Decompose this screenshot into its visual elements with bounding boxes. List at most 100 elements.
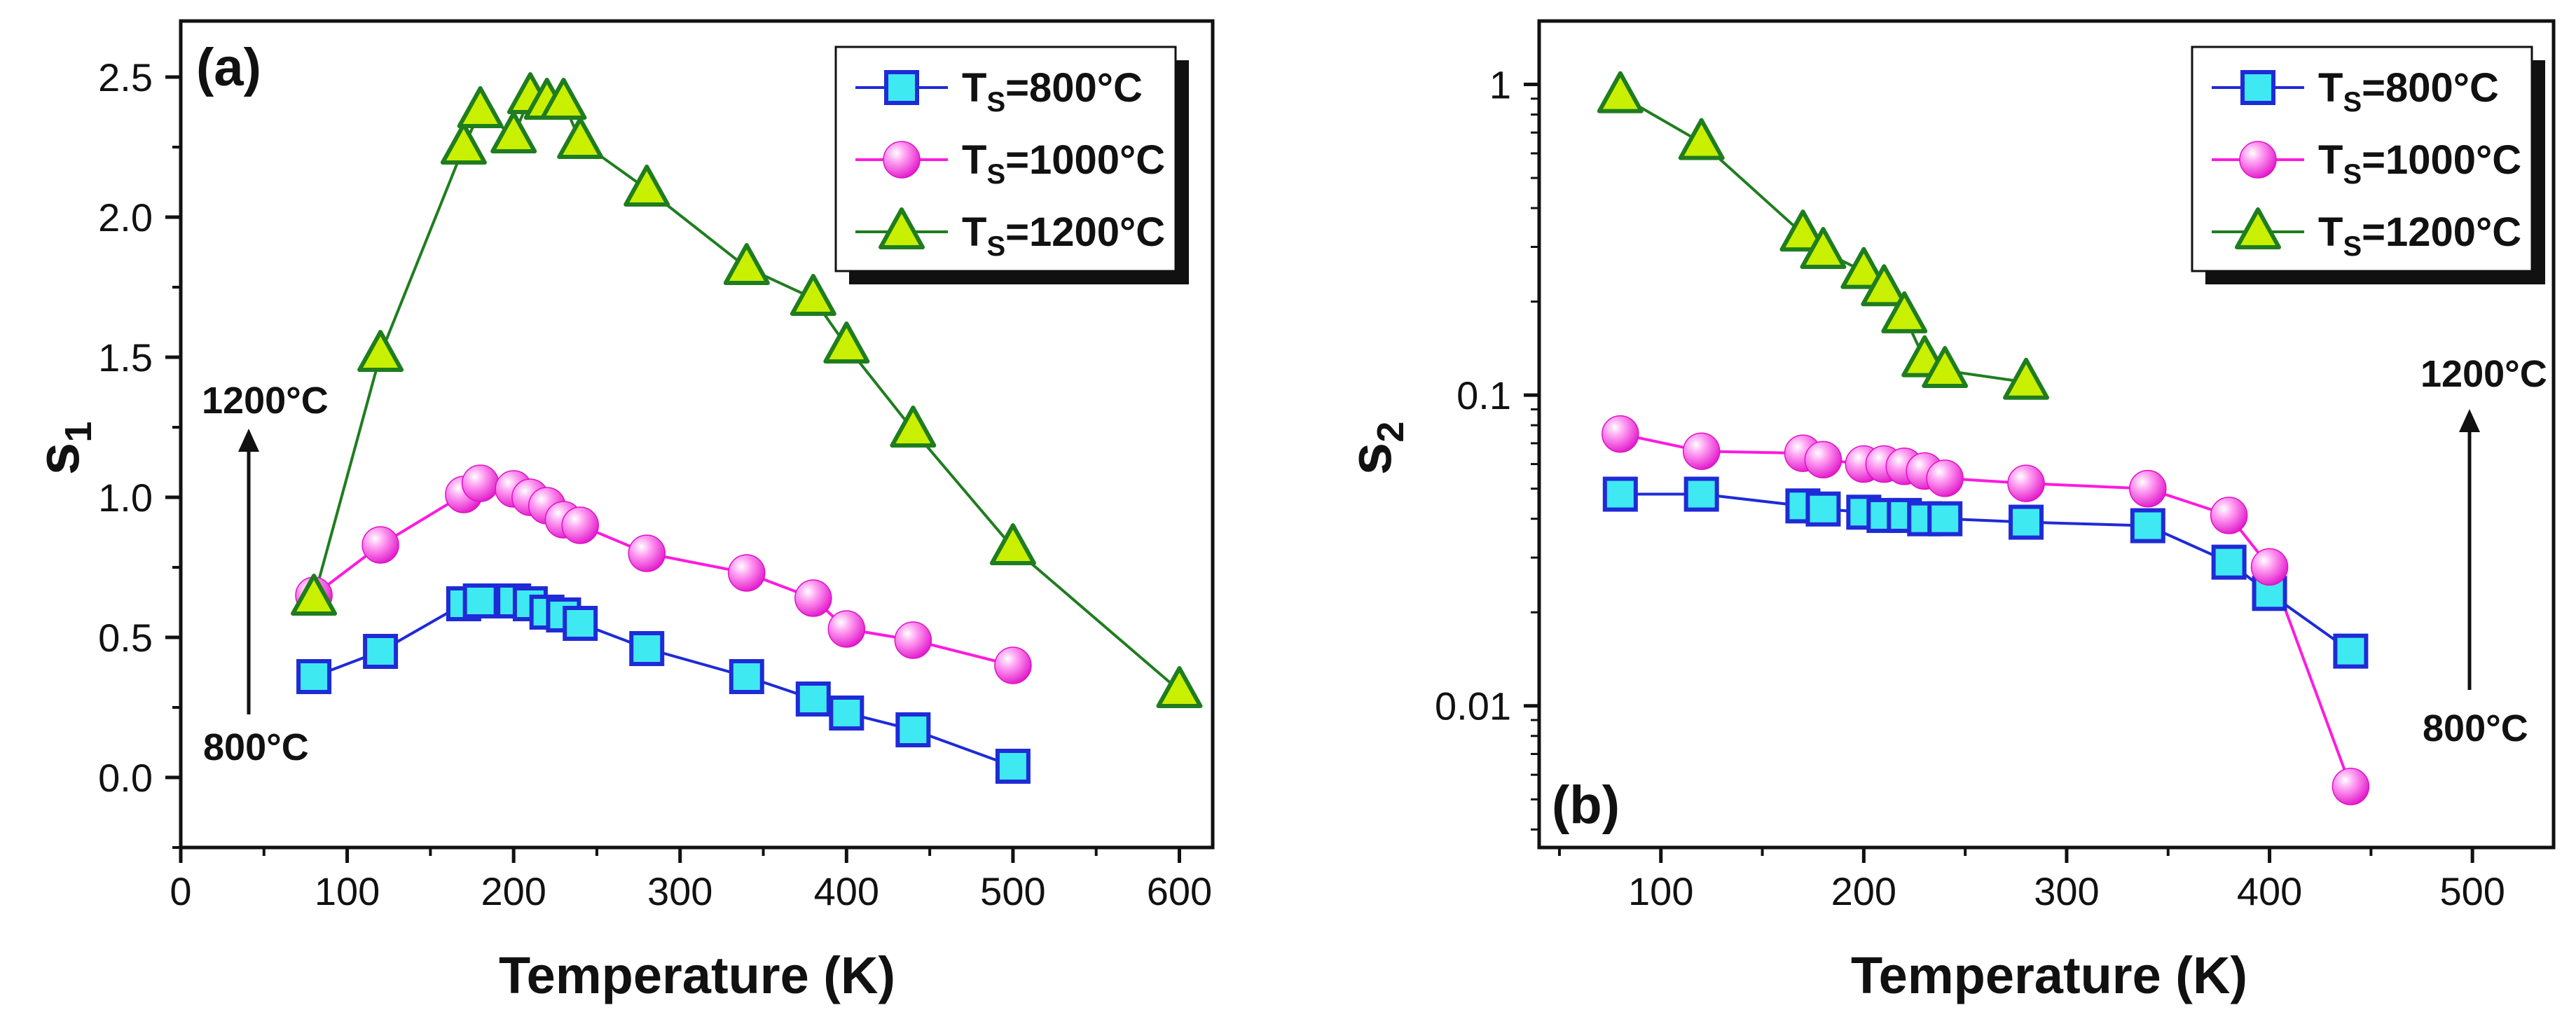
- x-tick-label: 600: [1147, 869, 1212, 913]
- y-tick-label: 1.0: [98, 476, 153, 520]
- data-point-square: [729, 659, 764, 694]
- data-point-square: [795, 681, 831, 717]
- legend-marker-sphere: [2239, 141, 2277, 179]
- legend-label: TS=800°C: [962, 65, 1143, 118]
- data-point-square: [1927, 501, 1963, 537]
- data-point-triangle: [457, 86, 504, 128]
- y-tick-label: 0.5: [98, 616, 153, 660]
- panel-a-annotation-top: 1200°C: [202, 380, 329, 422]
- data-point-sphere: [461, 464, 500, 502]
- y-tick-label: 1.5: [98, 335, 153, 380]
- data-point-sphere: [728, 554, 766, 592]
- data-point-sphere: [1602, 415, 1639, 453]
- panel-a-plot-frame: [179, 19, 1215, 850]
- y-tick-label: 1: [1489, 63, 1511, 107]
- data-point-triangle: [557, 117, 604, 159]
- series-line-triangle: [312, 95, 1180, 692]
- y-tick-label: 0.01: [1435, 684, 1511, 728]
- x-tick-label: 500: [980, 869, 1045, 913]
- data-point-sphere: [994, 646, 1032, 684]
- panel-a-arrow-head: [238, 429, 259, 452]
- panel-a-markers: [291, 72, 1203, 784]
- x-tick-label: 200: [1831, 869, 1896, 913]
- panel-b-arrow-head: [2459, 409, 2480, 432]
- x-tick-label: 100: [1628, 869, 1693, 913]
- data-point-square: [895, 712, 931, 747]
- data-point-triangle: [1597, 71, 1644, 113]
- data-point-triangle: [1861, 264, 1908, 307]
- panel-b-plot-frame: [1537, 19, 2556, 850]
- panel-b-chart: 100 200 300 400 500 0.01 0.1 1 (b) s2 Temperatu…: [1337, 19, 2556, 1004]
- legend-label: TS=800°C: [2318, 65, 2499, 118]
- data-point-triangle: [1156, 666, 1203, 708]
- panel-b-legend: TS=800°C TS=1000°C TS=1200°C: [2191, 46, 2545, 284]
- data-point-sphere: [794, 579, 832, 617]
- data-point-triangle: [357, 330, 404, 372]
- data-point-square: [1602, 476, 1638, 512]
- x-tick-label: 200: [481, 869, 546, 913]
- panel-b-markers: [1597, 71, 2370, 805]
- legend-marker-sphere: [883, 141, 921, 179]
- panel-b-annotation-bottom: 800°C: [2423, 707, 2528, 749]
- x-tick-label: 300: [2034, 869, 2099, 913]
- panel-a-ticks: 0 100 200 300 400 500 600 0.0 0.5 1.0 1.5 2.0 2.5: [98, 55, 1212, 913]
- data-point-triangle: [440, 123, 487, 165]
- data-point-sphere: [561, 506, 599, 544]
- data-point-square: [2333, 633, 2369, 669]
- data-point-sphere: [2210, 497, 2248, 534]
- panel-a-label: (a): [196, 38, 261, 97]
- data-point-square: [629, 631, 665, 666]
- y-tick-label: 0.0: [98, 756, 153, 800]
- legend-marker-triangle: [2235, 207, 2281, 249]
- data-point-sphere: [1926, 459, 1964, 497]
- data-point-sphere: [2007, 464, 2045, 502]
- legend-marker-triangle: [879, 207, 925, 249]
- data-point-square: [296, 659, 332, 694]
- data-point-square: [2009, 504, 2044, 540]
- data-point-square: [1805, 491, 1841, 527]
- legend-label: TS=1000°C: [2318, 137, 2521, 190]
- panel-a-chart: 0 100 200 300 400 500 600 0.0 0.5 1.0 1.5 2.0 2.5 (a…: [25, 19, 1215, 1004]
- data-point-sphere: [628, 534, 666, 572]
- panel-a-legend: TS=800°C TS=1000°C TS=1200°C: [834, 46, 1189, 284]
- legend-label: TS=1000°C: [962, 137, 1165, 190]
- data-point-square: [563, 606, 598, 641]
- series-line-sphere: [1620, 432, 2353, 787]
- data-point-triangle: [1779, 209, 1826, 252]
- data-point-sphere: [1804, 441, 1843, 478]
- data-point-square: [995, 749, 1031, 784]
- legend-label: TS=1200°C: [2318, 209, 2521, 262]
- data-point-triangle: [1840, 247, 1887, 289]
- x-tick-label: 400: [2237, 869, 2302, 913]
- panel-b-y-axis-title: s2: [1337, 422, 1412, 476]
- x-tick-label: 0: [170, 869, 191, 913]
- data-point-sphere: [1682, 432, 1721, 470]
- data-point-square: [1683, 476, 1719, 512]
- data-point-triangle: [1922, 346, 1969, 389]
- y-tick-label: 2.5: [98, 55, 153, 99]
- data-point-sphere: [2129, 469, 2167, 508]
- x-tick-label: 500: [2439, 869, 2505, 913]
- data-point-triangle: [823, 321, 870, 364]
- data-point-sphere: [2250, 548, 2289, 586]
- data-point-triangle: [723, 243, 770, 285]
- data-point-triangle: [790, 274, 836, 316]
- data-point-triangle: [989, 523, 1036, 565]
- panel-a-x-axis-title: Temperature (K): [499, 946, 895, 1004]
- data-point-square: [829, 696, 865, 731]
- panel-b-label: (b): [1552, 775, 1620, 835]
- data-point-triangle: [2003, 357, 2050, 400]
- data-point-square: [462, 583, 498, 618]
- data-point-square: [363, 634, 399, 669]
- panel-a-y-axis-title: s1: [25, 422, 99, 476]
- panel-b-x-axis-title: Temperature (K): [1851, 946, 2247, 1004]
- data-point-triangle: [890, 406, 937, 448]
- y-tick-label: 2.0: [98, 195, 153, 240]
- data-point-triangle: [1678, 118, 1725, 160]
- data-point-triangle: [490, 111, 537, 153]
- data-point-sphere: [894, 621, 932, 659]
- legend-marker-square: [2240, 70, 2275, 105]
- data-point-triangle: [624, 165, 670, 207]
- data-point-square: [2211, 544, 2247, 580]
